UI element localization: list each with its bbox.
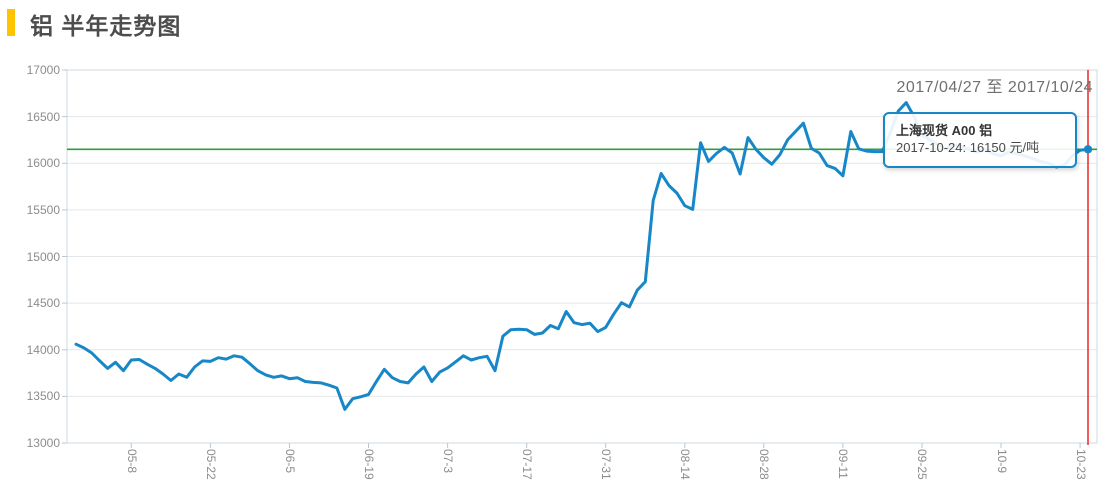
chart-header: 铝 半年走势图 [0,0,1116,46]
tooltip-value: 2017-10-24: 16150 元/吨 [896,140,1040,155]
date-range-label: 2017/04/27 至 2017/10/24 [896,79,1093,96]
page-title: 铝 半年走势图 [30,13,182,39]
chart-tooltip: 上海现货 A00 铝 2017-10-24: 16150 元/吨 [883,112,1077,168]
tooltip-series-name: 上海现货 A00 铝 [896,123,993,138]
last-point-marker [1083,145,1093,154]
title-accent-bar [7,9,15,36]
